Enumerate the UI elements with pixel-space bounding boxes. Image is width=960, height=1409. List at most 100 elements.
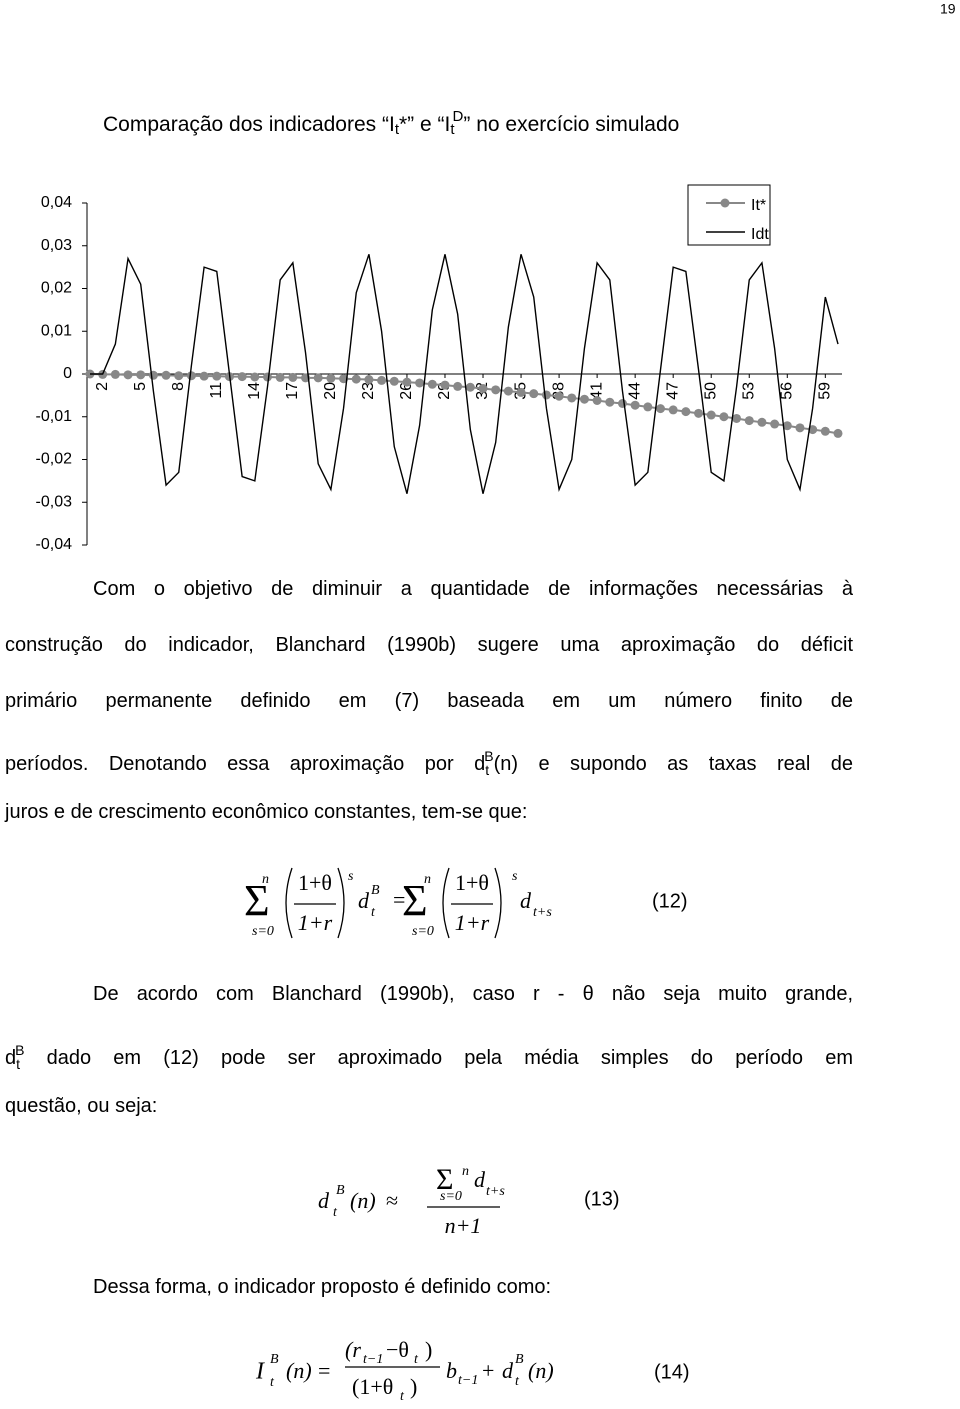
equation-number: (14) (654, 1361, 690, 1383)
data-point (453, 381, 463, 391)
y-tick-label: 0,03 (41, 237, 72, 254)
eq-symbol: s (512, 869, 518, 884)
x-tick-label: 5 (132, 382, 149, 391)
eq-symbol: d (474, 1167, 486, 1192)
data-point (643, 402, 653, 412)
supscript: B (484, 748, 494, 765)
x-tick-label: 47 (664, 382, 681, 400)
eq-symbol: t+s (533, 905, 552, 920)
text-line: construção do indicador, Blanchard (1990… (5, 618, 853, 674)
text-line: Com o objetivo de diminuir a quantidade … (5, 562, 853, 618)
eq-symbol: t+s (486, 1184, 505, 1199)
eq-symbol: t (270, 1375, 275, 1390)
x-tick-label: 50 (702, 382, 719, 400)
subscript: t (16, 1055, 21, 1072)
eq-symbol: 1+θ (298, 870, 332, 895)
paren (337, 867, 345, 939)
x-tick-label: 11 (208, 382, 225, 399)
eq-symbol: = (393, 887, 405, 912)
eq-symbol: s=0 (252, 924, 274, 939)
data-point (732, 413, 742, 423)
data-point (262, 372, 272, 382)
x-tick-label: 8 (170, 382, 187, 391)
eq-symbol: t−1 (363, 1352, 383, 1367)
eq-symbol: d (358, 888, 370, 913)
eq-symbol: B (515, 1352, 524, 1367)
eq-symbol: b (446, 1358, 457, 1383)
title-part: I (389, 113, 395, 136)
eq-symbol: (n) (350, 1188, 376, 1213)
sigma: Σ (244, 876, 270, 925)
eq-symbol: n (262, 872, 269, 887)
text-line: dtB dado em (12) pode ser aproximado pel… (5, 1023, 853, 1079)
paragraph: Com o objetivo de diminuir a quantidade … (5, 562, 853, 841)
page-number: 19 (940, 1, 956, 17)
x-tick-label: 59 (817, 382, 834, 400)
legend-box (687, 184, 771, 246)
data-point (795, 423, 805, 433)
text-line: períodos. Denotando essa aproximação por… (5, 729, 853, 785)
data-point (136, 370, 146, 380)
data-point (212, 371, 222, 381)
eq-symbol: 1+r (455, 910, 490, 935)
legend-label: It* (751, 197, 766, 214)
eq-symbol: (n) (286, 1358, 312, 1383)
title-part: Comparação dos indicadores “ (103, 113, 389, 136)
data-point (744, 416, 754, 426)
legend-label: Idt (751, 226, 769, 243)
eq-symbol: t (333, 1205, 338, 1220)
x-tick-label: 17 (284, 382, 301, 400)
data-point (503, 386, 513, 396)
text-run: juros e de crescimento econômico constan… (5, 801, 528, 823)
eq-symbol: s=0 (440, 1189, 462, 1204)
equation-number: (13) (584, 1188, 620, 1210)
data-point (377, 375, 387, 385)
y-tick-label: 0,04 (41, 194, 72, 211)
eq-symbol: n (424, 872, 431, 887)
eq-symbol: B (371, 883, 380, 898)
data-point (478, 384, 488, 394)
data-point (351, 374, 361, 384)
x-tick-label: 41 (588, 382, 605, 400)
x-tick-label: 2 (94, 382, 111, 391)
text-run: De acordo com Blanchard (1990b), caso r … (93, 983, 853, 1005)
y-tick-label: 0,02 (41, 280, 72, 297)
text-run: d (5, 1046, 17, 1069)
data-point (465, 382, 475, 392)
legend-marker (720, 198, 730, 208)
equation-number: (12) (652, 890, 688, 912)
data-point (161, 370, 171, 380)
text-run: períodos. Denotando essa aproximação por… (5, 753, 486, 776)
data-point (630, 400, 640, 410)
paren (494, 867, 502, 939)
eq-symbol: 1+r (298, 910, 333, 935)
text-line: De acordo com Blanchard (1990b), caso r … (5, 967, 853, 1023)
text-line: primário permanente definido em (7) base… (5, 674, 853, 730)
text-run: questão, ou seja: (5, 1094, 158, 1117)
data-point (186, 371, 196, 381)
x-tick-label: 44 (626, 382, 643, 400)
title-part: t (450, 121, 455, 138)
data-point (592, 396, 602, 406)
eq-symbol: d (502, 1358, 514, 1383)
title-part: *” e “ (399, 113, 445, 136)
paragraph: De acordo com Blanchard (1990b), caso r … (5, 967, 853, 1134)
text-run: (n) e supondo as taxas real de (493, 753, 854, 776)
data-point (757, 417, 767, 427)
x-tick-label: 53 (740, 382, 757, 400)
text-run: primário permanente definido em (7) base… (5, 689, 853, 712)
eq-symbol: ≈ (386, 1188, 398, 1213)
data-point (808, 425, 818, 435)
series-line (89, 373, 839, 435)
text-run: dado em (12) pode ser aproximado pela mé… (24, 1046, 853, 1069)
data-point (770, 419, 780, 429)
data-point (364, 375, 374, 385)
series-line (90, 254, 839, 494)
data-point (313, 373, 323, 383)
data-point (275, 372, 285, 382)
data-point (288, 372, 298, 382)
y-tick-label: -0,01 (36, 408, 73, 425)
eq-symbol: t (371, 905, 376, 920)
data-point (440, 380, 450, 390)
